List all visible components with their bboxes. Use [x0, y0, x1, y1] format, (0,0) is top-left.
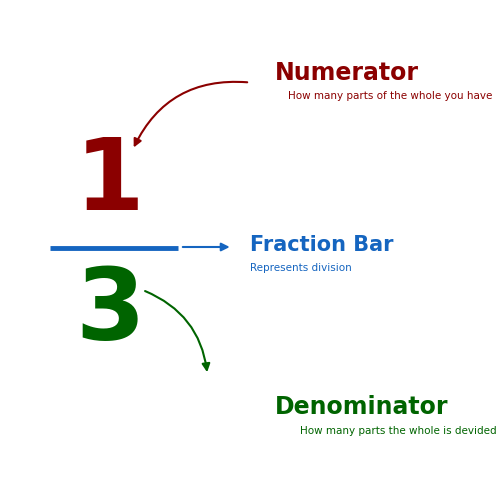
Text: Denominator: Denominator	[275, 396, 448, 419]
Text: Fraction Bar: Fraction Bar	[250, 235, 394, 255]
Text: Numerator: Numerator	[275, 60, 419, 84]
Text: 1: 1	[75, 134, 145, 231]
Text: 3: 3	[75, 264, 145, 361]
Text: How many parts of the whole you have: How many parts of the whole you have	[288, 91, 492, 101]
Text: Represents division: Represents division	[250, 263, 352, 273]
Text: How many parts the whole is devided into: How many parts the whole is devided into	[300, 426, 500, 436]
